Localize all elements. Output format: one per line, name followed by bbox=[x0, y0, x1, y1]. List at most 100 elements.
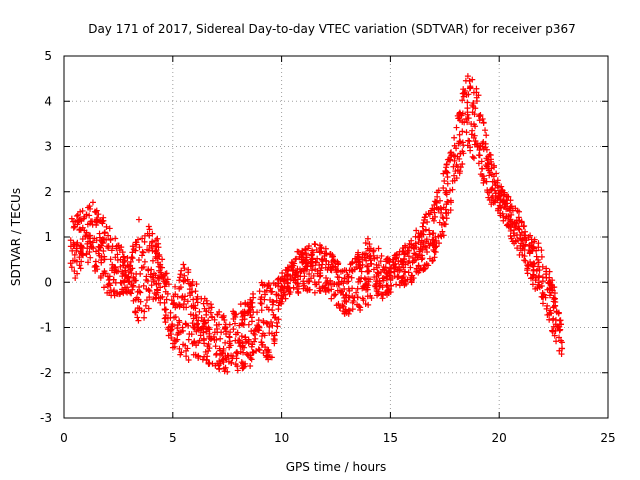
data-point bbox=[85, 259, 92, 266]
data-point bbox=[137, 289, 144, 296]
data-point bbox=[328, 259, 335, 266]
data-point bbox=[246, 307, 253, 314]
data-point bbox=[393, 281, 400, 288]
data-point bbox=[174, 336, 181, 343]
data-point bbox=[176, 345, 183, 352]
data-point bbox=[203, 328, 210, 335]
data-point bbox=[172, 313, 179, 320]
data-point bbox=[451, 157, 458, 164]
data-point bbox=[285, 265, 292, 272]
data-point bbox=[219, 357, 226, 364]
x-tick-label: 0 bbox=[60, 431, 68, 445]
data-point bbox=[472, 123, 479, 130]
data-point bbox=[247, 312, 254, 319]
x-axis-label: GPS time / hours bbox=[286, 460, 387, 474]
data-point bbox=[239, 342, 246, 349]
data-point bbox=[367, 292, 374, 299]
data-point bbox=[84, 245, 91, 252]
data-point bbox=[400, 264, 407, 271]
data-point bbox=[239, 316, 246, 323]
data-point bbox=[136, 283, 143, 290]
data-point bbox=[378, 252, 385, 259]
y-tick-label: 4 bbox=[44, 94, 52, 108]
data-point bbox=[546, 292, 553, 299]
data-point bbox=[312, 259, 319, 266]
data-point bbox=[333, 281, 340, 288]
data-point bbox=[453, 124, 460, 131]
data-point bbox=[240, 364, 247, 371]
data-point bbox=[334, 267, 341, 274]
data-point bbox=[71, 268, 78, 275]
data-point bbox=[139, 264, 146, 271]
y-tick-label: 1 bbox=[44, 230, 52, 244]
data-point bbox=[84, 233, 91, 240]
data-point bbox=[449, 178, 456, 185]
data-point bbox=[396, 267, 403, 274]
data-point bbox=[426, 242, 433, 249]
data-point bbox=[475, 92, 482, 99]
data-point bbox=[284, 276, 291, 283]
data-point bbox=[470, 100, 477, 107]
data-point bbox=[231, 320, 238, 327]
data-point bbox=[366, 276, 373, 283]
data-point bbox=[208, 304, 215, 311]
data-point bbox=[135, 216, 142, 223]
data-point bbox=[460, 150, 467, 157]
data-point bbox=[444, 180, 451, 187]
data-point bbox=[335, 261, 342, 268]
data-point bbox=[425, 240, 432, 247]
data-point bbox=[205, 359, 212, 366]
data-point bbox=[323, 274, 330, 281]
data-point bbox=[177, 271, 184, 278]
data-point bbox=[89, 221, 96, 228]
data-point bbox=[220, 356, 227, 363]
data-point bbox=[99, 218, 106, 225]
data-point bbox=[551, 296, 558, 303]
data-point bbox=[79, 224, 86, 231]
data-point bbox=[365, 267, 372, 274]
data-point bbox=[128, 290, 135, 297]
data-point bbox=[214, 311, 221, 318]
data-point bbox=[261, 332, 268, 339]
data-point bbox=[305, 242, 312, 249]
data-point bbox=[432, 244, 439, 251]
data-point bbox=[178, 267, 185, 274]
data-point bbox=[520, 223, 527, 230]
data-point bbox=[90, 245, 97, 252]
data-point bbox=[271, 314, 278, 321]
data-point bbox=[396, 282, 403, 289]
data-point bbox=[400, 258, 407, 265]
data-point bbox=[551, 332, 558, 339]
data-point bbox=[489, 178, 496, 185]
axis-ticks: 0 5 10 15 20 25 -3 -2 -1 0 1 2 3 4 5 bbox=[40, 49, 616, 445]
data-point bbox=[133, 294, 140, 301]
data-point bbox=[258, 339, 265, 346]
data-point bbox=[193, 281, 200, 288]
data-point bbox=[263, 287, 270, 294]
data-point bbox=[103, 223, 110, 230]
data-point bbox=[371, 282, 378, 289]
data-point bbox=[456, 111, 463, 118]
data-point bbox=[349, 299, 356, 306]
data-point bbox=[309, 258, 316, 265]
data-point bbox=[388, 282, 395, 289]
data-point bbox=[464, 73, 471, 80]
data-point bbox=[87, 254, 94, 261]
data-point bbox=[167, 309, 174, 316]
data-point bbox=[424, 248, 431, 255]
data-point bbox=[375, 272, 382, 279]
data-point bbox=[157, 294, 164, 301]
data-point bbox=[292, 279, 299, 286]
data-point bbox=[558, 351, 565, 358]
data-point bbox=[114, 251, 121, 258]
data-point bbox=[558, 321, 565, 328]
data-point bbox=[295, 248, 302, 255]
data-point bbox=[141, 232, 148, 239]
data-point bbox=[531, 245, 538, 252]
data-point bbox=[295, 290, 302, 297]
data-point bbox=[285, 285, 292, 292]
data-point bbox=[78, 242, 85, 249]
data-point bbox=[474, 142, 481, 149]
data-point bbox=[97, 244, 104, 251]
data-point bbox=[140, 282, 147, 289]
